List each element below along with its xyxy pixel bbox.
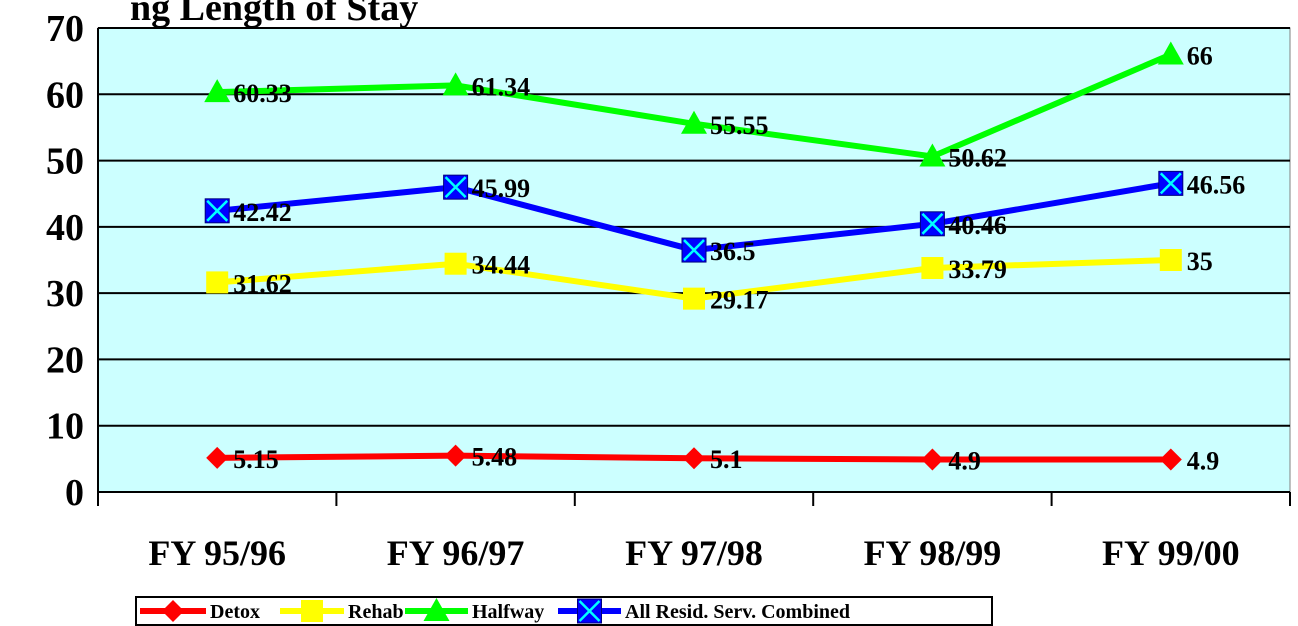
data-point bbox=[442, 72, 469, 96]
data-label: 4.9 bbox=[948, 447, 981, 476]
data-point bbox=[1159, 448, 1182, 471]
data-label: 33.79 bbox=[948, 255, 1007, 284]
data-label: 60.33 bbox=[233, 79, 292, 108]
y-tick-label: 0 bbox=[65, 472, 84, 514]
data-point bbox=[921, 257, 944, 280]
y-tick-label: 10 bbox=[46, 406, 84, 448]
legend-label: Rehab bbox=[348, 601, 404, 623]
data-label: 45.99 bbox=[472, 174, 530, 203]
y-tick-label: 50 bbox=[46, 141, 84, 183]
data-point bbox=[444, 252, 467, 275]
data-label: 50.62 bbox=[948, 143, 1007, 172]
y-tick-label: 70 bbox=[46, 8, 84, 50]
legend-marker bbox=[423, 598, 450, 621]
marker-cross bbox=[206, 199, 229, 222]
data-point bbox=[204, 198, 230, 224]
data-label: 5.1 bbox=[710, 445, 743, 474]
data-label: 55.55 bbox=[710, 111, 769, 140]
data-point bbox=[1158, 170, 1184, 196]
marker-cross bbox=[921, 212, 944, 235]
data-label: 61.34 bbox=[472, 72, 530, 101]
x-tick-label: FY 97/98 bbox=[625, 533, 763, 573]
y-tick-label: 40 bbox=[46, 207, 84, 249]
data-label: 31.62 bbox=[233, 269, 292, 298]
data-point bbox=[443, 174, 469, 200]
data-label: 5.15 bbox=[233, 445, 279, 474]
x-tick-label: FY 95/96 bbox=[148, 533, 286, 573]
data-label: 5.48 bbox=[472, 443, 517, 472]
data-label: 46.56 bbox=[1187, 170, 1246, 199]
data-label: 66 bbox=[1187, 42, 1213, 71]
legend-marker bbox=[577, 598, 602, 624]
legend-marker bbox=[301, 600, 323, 622]
y-tick-label: 20 bbox=[46, 339, 84, 381]
marker-cross bbox=[1159, 172, 1182, 195]
data-point bbox=[1157, 41, 1184, 65]
y-tick-label: 30 bbox=[46, 273, 84, 315]
data-point bbox=[444, 444, 467, 467]
legend-marker bbox=[162, 600, 184, 622]
marker-cross bbox=[444, 176, 467, 199]
data-point bbox=[683, 447, 705, 470]
data-label: 34.44 bbox=[472, 251, 530, 280]
legend-label: Detox bbox=[210, 601, 260, 623]
data-label: 42.42 bbox=[233, 198, 292, 227]
x-tick-label: FY 96/97 bbox=[387, 533, 525, 573]
data-point bbox=[921, 448, 944, 471]
chart-title: ng Length of Stay bbox=[130, 0, 418, 29]
data-label: 36.5 bbox=[710, 237, 756, 266]
data-point bbox=[206, 271, 229, 294]
data-label: 35 bbox=[1187, 247, 1213, 276]
x-tick-label: FY 99/00 bbox=[1102, 533, 1240, 573]
x-tick-label: FY 98/99 bbox=[864, 533, 1002, 573]
marker-cross bbox=[683, 239, 705, 261]
legend-label: All Resid. Serv. Combined bbox=[625, 601, 850, 623]
data-point bbox=[206, 446, 229, 469]
marker-cross bbox=[578, 600, 601, 622]
legend-label: Halfway bbox=[472, 601, 544, 623]
data-point bbox=[919, 211, 945, 237]
y-tick-label: 60 bbox=[46, 74, 84, 116]
data-label: 40.46 bbox=[948, 211, 1007, 240]
data-label: 29.17 bbox=[710, 286, 769, 315]
data-point bbox=[683, 287, 705, 310]
data-point bbox=[204, 79, 231, 103]
data-point bbox=[681, 237, 707, 263]
legend: Detox Rehab Halfway All Resid. Serv. Combin… bbox=[135, 596, 993, 626]
data-point bbox=[681, 110, 707, 134]
data-label: 4.9 bbox=[1187, 447, 1220, 476]
data-point bbox=[1159, 249, 1182, 271]
data-point bbox=[919, 143, 946, 167]
